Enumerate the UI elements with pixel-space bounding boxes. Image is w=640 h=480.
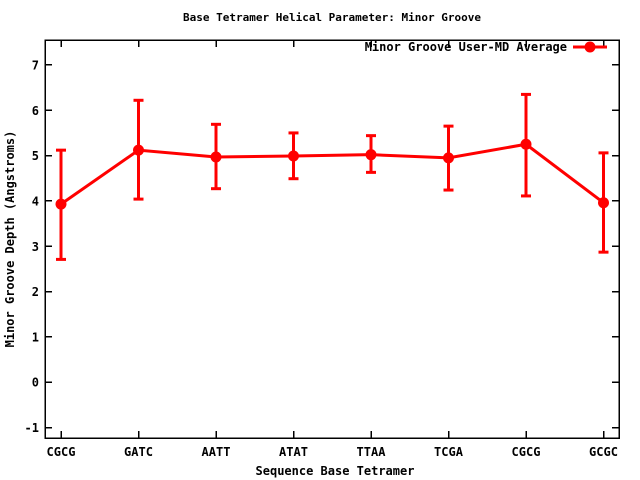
x-tick-label: TTAA — [357, 445, 387, 459]
chart-title: Base Tetramer Helical Parameter: Minor G… — [183, 11, 481, 24]
y-tick-label: 7 — [32, 58, 39, 72]
data-point — [133, 144, 144, 156]
y-tick-label: 6 — [32, 104, 39, 118]
y-axis-ticks: -1 0 1 2 3 4 5 6 7 — [25, 58, 619, 435]
y-tick-label: 4 — [32, 194, 39, 208]
data-point — [288, 150, 299, 162]
x-tick-label: CGCG — [47, 445, 76, 459]
plot-border — [44, 39, 620, 439]
legend-sample-marker — [584, 41, 596, 53]
y-tick-label: 1 — [32, 330, 39, 344]
data-point — [55, 198, 67, 210]
x-tick-label: GCGC — [589, 445, 618, 459]
x-tick-label: GATC — [124, 445, 153, 459]
data-point — [598, 197, 609, 209]
y-tick-label: 5 — [32, 149, 39, 163]
legend: Minor Groove User-MD Average — [365, 40, 607, 54]
y-tick-label: -1 — [25, 421, 39, 435]
data-point — [520, 138, 532, 150]
x-tick-label: ATAT — [279, 445, 308, 459]
series-line — [60, 142, 605, 206]
data-series — [55, 92, 609, 261]
legend-label: Minor Groove User-MD Average — [365, 40, 567, 54]
y-tick-label: 2 — [32, 285, 39, 299]
data-point — [443, 152, 454, 164]
y-tick-label: 3 — [32, 240, 39, 254]
x-tick-label: AATT — [202, 445, 231, 459]
y-tick-label: 0 — [32, 376, 39, 390]
data-point — [365, 149, 377, 161]
x-axis-label: Sequence Base Tetramer — [256, 464, 415, 478]
y-axis-label: Minor Groove Depth (Angstroms) — [3, 131, 17, 348]
x-axis-ticks: CGCG GATC AATT ATAT TTAA TCGA CGCG GCGC — [47, 40, 618, 459]
x-tick-label: TCGA — [434, 445, 464, 459]
data-point — [210, 151, 222, 163]
x-tick-label: CGCG — [512, 445, 541, 459]
